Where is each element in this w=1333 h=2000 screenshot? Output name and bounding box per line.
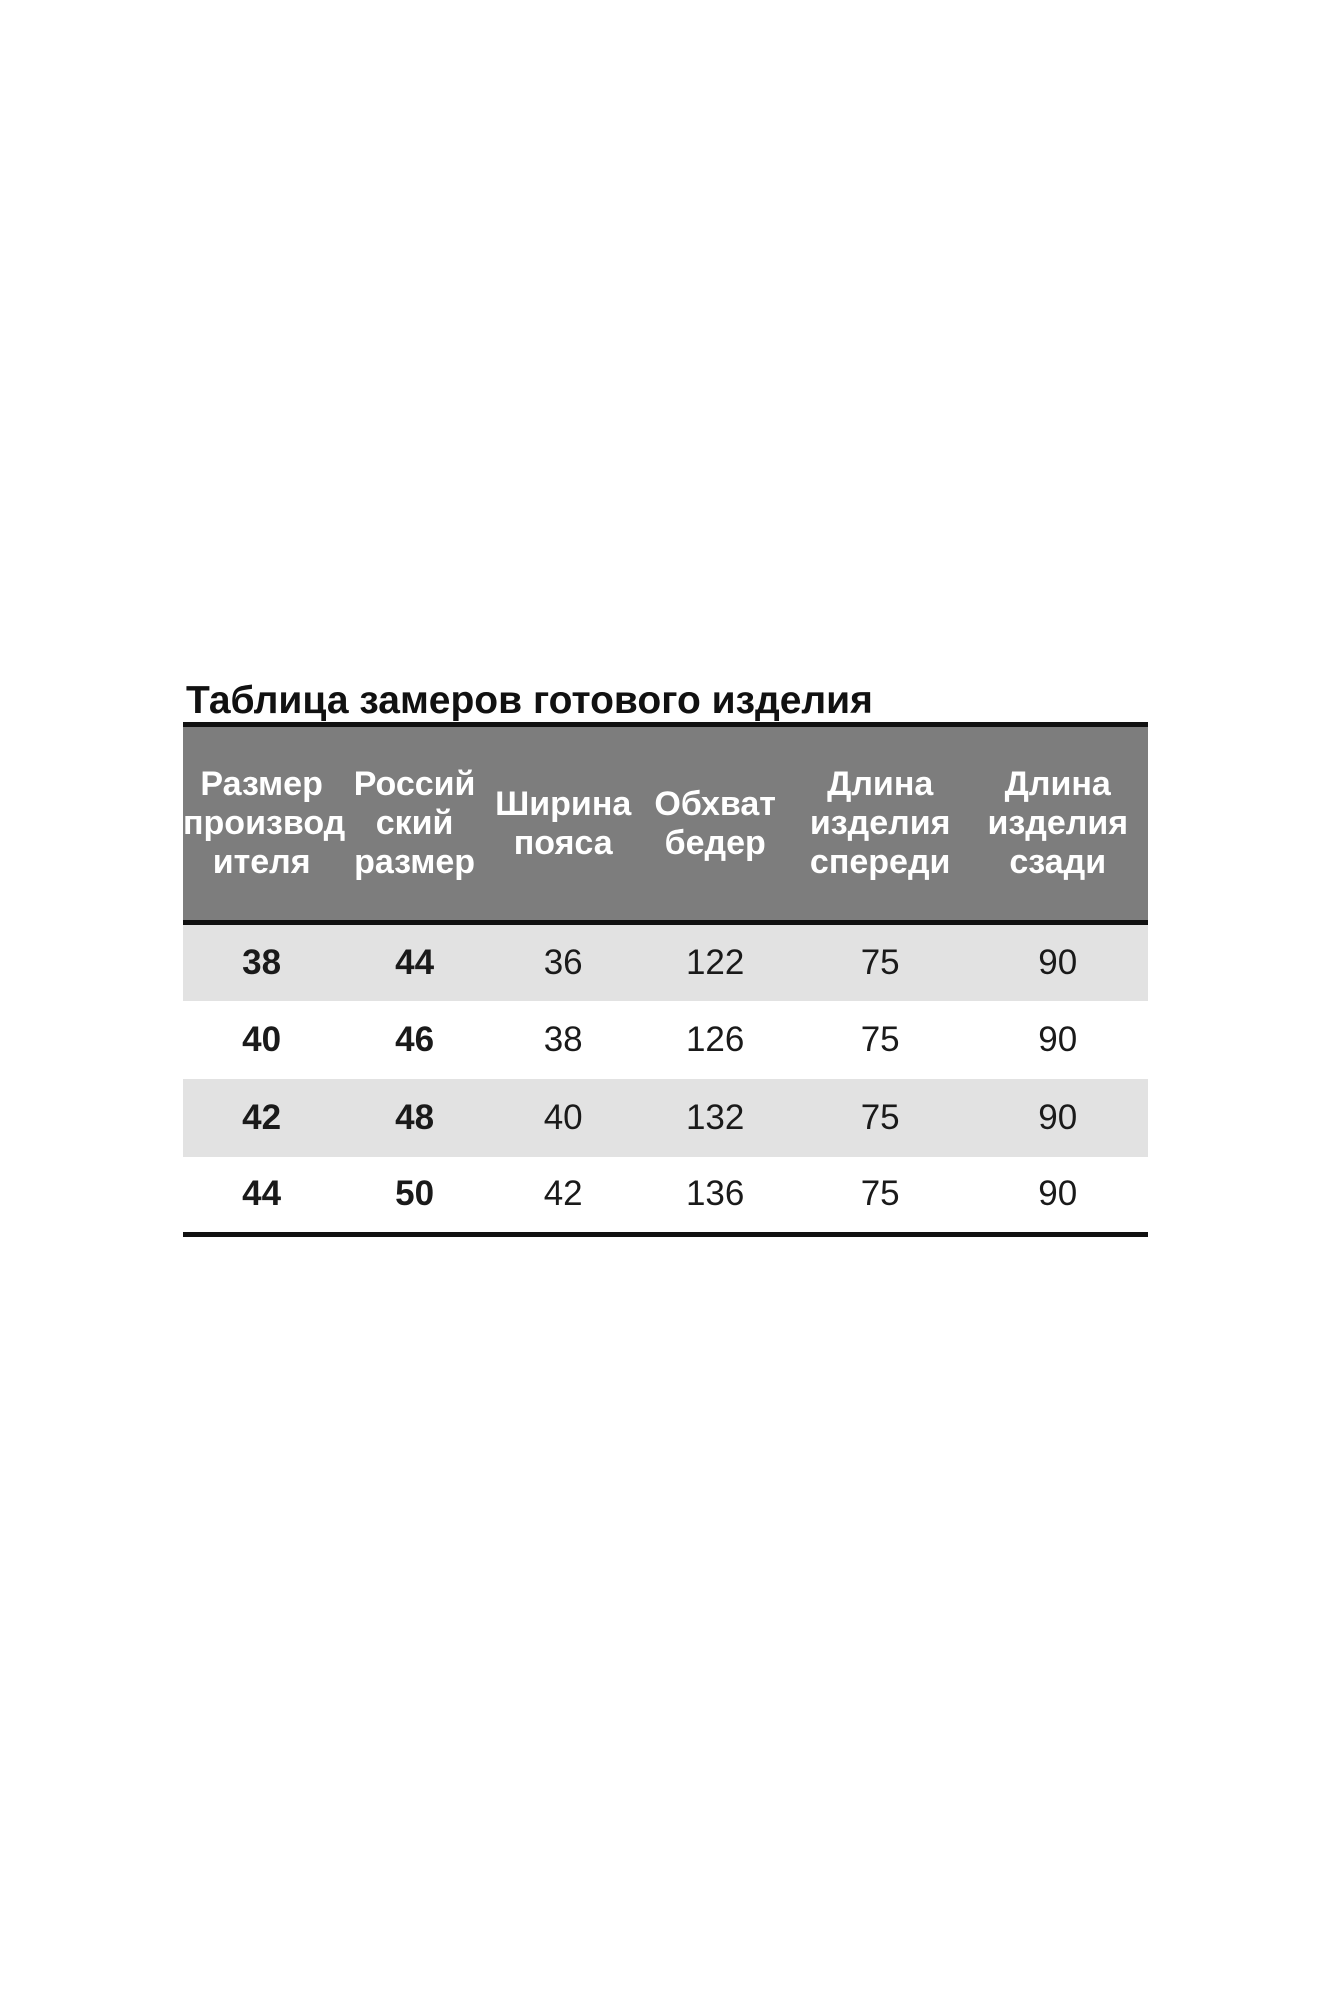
table-cell: 122: [685, 942, 745, 982]
col-header-back-length: Длина изделия сзади: [967, 724, 1148, 925]
table-cell: 38: [242, 942, 282, 982]
table-cell: 90: [1038, 1174, 1078, 1214]
table-cell: 75: [860, 942, 900, 982]
size-table-container: Размер производ ителя Россий ский размер…: [183, 722, 1148, 1237]
table-row: 44 50 42 136 75 90: [183, 1156, 1148, 1235]
table-cell: 42: [543, 1174, 583, 1214]
table-cell: 126: [685, 1019, 745, 1059]
table-cell: 90: [1038, 1097, 1078, 1137]
table-cell: 90: [1038, 942, 1078, 982]
table-cell: 136: [685, 1174, 745, 1214]
col-header-front-length: Длина изделия спереди: [792, 724, 968, 925]
col-header-russian-size: Россий ский размер: [340, 724, 489, 925]
table-row: 40 46 38 126 75 90: [183, 1000, 1148, 1079]
table-cell: 44: [242, 1174, 282, 1214]
table-cell: 48: [395, 1097, 435, 1137]
col-header-hip-girth: Обхват бедер: [637, 724, 793, 925]
col-header-waist-width: Ширина пояса: [488, 724, 638, 925]
table-row: 42 48 40 132 75 90: [183, 1078, 1148, 1157]
table-cell: 44: [395, 942, 435, 982]
header-row: Размер производ ителя Россий ский размер…: [183, 724, 1148, 925]
table-cell: 40: [242, 1019, 282, 1059]
table-cell: 46: [395, 1019, 435, 1059]
table-cell: 75: [860, 1019, 900, 1059]
col-header-manufacturer-size: Размер производ ителя: [183, 724, 345, 925]
table-cell: 38: [543, 1019, 583, 1059]
table-cell: 75: [860, 1174, 900, 1214]
table-cell: 75: [860, 1097, 900, 1137]
table-row: 38 44 36 122 75 90: [183, 922, 1148, 1001]
size-table-body: 38 44 36 122 75 90 40 46 38 126 75 90 42: [183, 922, 1148, 1235]
table-cell: 40: [543, 1097, 583, 1137]
table-cell: 42: [242, 1097, 282, 1137]
table-cell: 132: [685, 1097, 745, 1137]
size-table-header: Размер производ ителя Россий ский размер…: [183, 724, 1148, 925]
table-cell: 90: [1038, 1019, 1078, 1059]
page-title: Таблица замеров готового изделия: [186, 679, 873, 722]
table-cell: 50: [395, 1174, 435, 1214]
size-table: Размер производ ителя Россий ский размер…: [183, 722, 1148, 1237]
table-cell: 36: [543, 942, 583, 982]
